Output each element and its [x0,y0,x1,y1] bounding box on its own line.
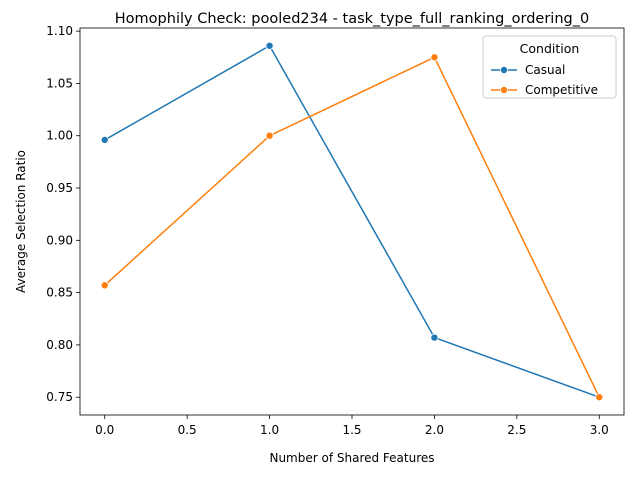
series-line-casual [104,45,600,398]
x-tick-label: 3.0 [590,423,609,437]
x-axis: 0.0 0.5 1.0 1.5 2.0 2.5 3.0 [95,415,609,437]
x-tick-label: 2.5 [507,423,526,437]
data-point-casual [265,41,274,50]
x-tick-label: 0.5 [178,423,197,437]
legend-items: Casual Competitive [491,63,598,97]
y-tick-label: 0.95 [46,181,73,195]
legend-label: Competitive [525,83,598,97]
data-point-competitive [430,53,439,62]
legend-box [482,35,617,99]
legend-swatch-marker [499,66,508,75]
data-point-competitive [100,281,109,290]
y-axis: 0.75 0.80 0.85 0.90 0.95 1.00 1.05 1.10 [46,24,80,404]
x-tick-label: 0.0 [95,423,114,437]
y-tick-label: 0.80 [46,338,73,352]
data-point-casual [430,333,439,342]
data-point-competitive [265,131,274,140]
legend-title: Condition [520,41,580,56]
y-tick-label: 0.75 [46,390,73,404]
x-tick-label: 1.0 [260,423,279,437]
legend: Condition Casual Competitive [482,35,617,99]
legend-item-competitive: Competitive [491,83,598,97]
y-tick-label: 1.05 [46,76,73,90]
series-competitive [100,53,604,402]
y-tick-label: 0.85 [46,286,73,300]
data-point-casual [100,135,109,144]
data-point-competitive [595,393,604,402]
y-tick-label: 1.10 [46,24,73,38]
y-tick-label: 0.90 [46,233,73,247]
y-axis-label: Average Selection Ratio [14,150,28,293]
x-tick-label: 1.5 [342,423,361,437]
x-tick-label: 2.0 [425,423,444,437]
legend-label: Casual [525,63,565,77]
series-layer [100,41,604,402]
y-tick-label: 1.00 [46,129,73,143]
x-axis-label: Number of Shared Features [269,451,434,465]
legend-swatch-marker [499,86,508,95]
series-line-competitive [104,56,600,398]
chart-title: Homophily Check: pooled234 - task_type_f… [115,11,589,27]
legend-item-casual: Casual [491,63,565,77]
